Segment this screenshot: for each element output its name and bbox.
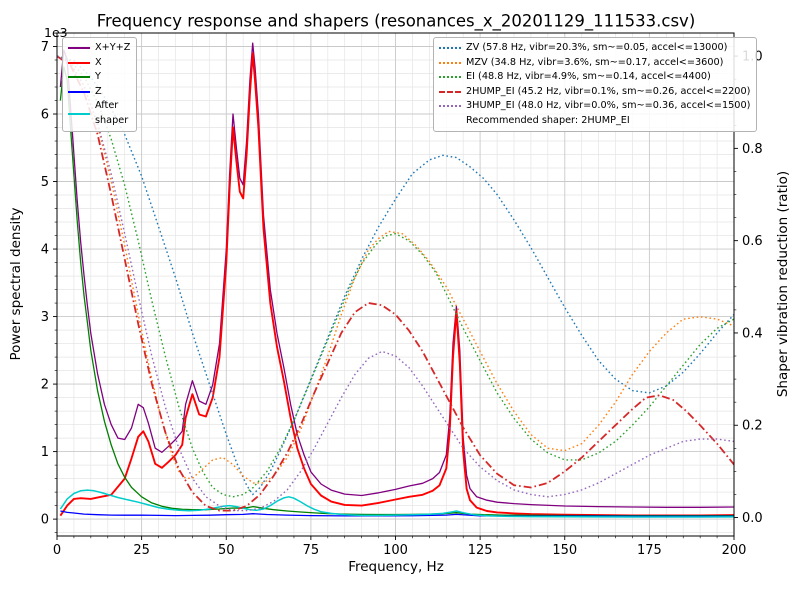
legend-entry-label: X — [95, 56, 102, 68]
minor-ticks — [54, 59, 737, 539]
legend-line-sample — [68, 76, 90, 79]
x-axis-label: Frequency, Hz — [348, 559, 444, 575]
series-zv — [57, 55, 734, 496]
legend-psd: X+Y+Z X Y Z After shaper — [62, 37, 138, 133]
series-group — [57, 42, 734, 518]
legend-line-sample — [68, 61, 90, 64]
series-x — [59, 52, 734, 517]
legend-entry-label: Z — [95, 85, 102, 97]
x-tick-label: 200 — [722, 543, 747, 558]
legend-shapers: ZV (57.8 Hz, vibr=20.3%, sm~=0.05, accel… — [433, 37, 758, 133]
x-tick-label: 0 — [53, 543, 61, 558]
series-y — [59, 66, 734, 517]
y-left-tick-label: 3 — [41, 310, 49, 325]
legend-footer: Recommended shaper: 2HUMP_EI — [439, 114, 750, 129]
legend-footer-label: Recommended shaper: 2HUMP_EI — [466, 114, 630, 126]
legend-line-sample — [439, 105, 461, 108]
series-3hump_ei — [57, 55, 734, 512]
legend-line-sample — [68, 112, 90, 115]
legend-entry-label: EI (48.8 Hz, vibr=4.9%, sm~=0.14, accel<… — [466, 71, 711, 83]
series-mzv — [57, 55, 734, 484]
legend-entry-label: After shaper — [95, 100, 129, 126]
y-axis-offset-text: 1e3 — [44, 25, 68, 40]
legend-entry: Y — [68, 70, 130, 85]
minor-grid — [57, 33, 734, 536]
legend-entry: X+Y+Z — [68, 41, 130, 56]
y-left-tick-label: 5 — [41, 175, 49, 190]
y-left-tick-label: 1 — [41, 445, 49, 460]
major-ticks — [53, 46, 738, 540]
legend-line-sample — [439, 76, 461, 79]
x-tick-label: 50 — [218, 543, 235, 558]
legend-entry: 2HUMP_EI (45.2 Hz, vibr=0.1%, sm~=0.26, … — [439, 85, 750, 100]
x-tick-label: 25 — [133, 543, 150, 558]
y-right-axis-label: Shaper vibration reduction (ratio) — [775, 170, 791, 398]
x-tick-label: 125 — [468, 543, 493, 558]
legend-line-sample — [68, 47, 90, 50]
legend-entry: 3HUMP_EI (48.0 Hz, vibr=0.0%, sm~=0.36, … — [439, 99, 750, 114]
legend-line-sample — [439, 47, 461, 50]
legend-entry: X — [68, 56, 130, 71]
y-right-tick-label: 0.8 — [742, 142, 763, 157]
y-right-tick-label: 0.0 — [742, 511, 763, 526]
legend-entry: MZV (34.8 Hz, vibr=3.6%, sm~=0.17, accel… — [439, 56, 750, 71]
y-right-tick-label: 0.6 — [742, 234, 763, 249]
legend-entry-label: 3HUMP_EI (48.0 Hz, vibr=0.0%, sm~=0.36, … — [466, 100, 751, 112]
legend-line-sample — [68, 90, 90, 93]
legend-entry: EI (48.8 Hz, vibr=4.9%, sm~=0.14, accel<… — [439, 70, 750, 85]
y-left-axis-label: Power spectral density — [8, 207, 24, 361]
legend-entry-label: MZV (34.8 Hz, vibr=3.6%, sm~=0.17, accel… — [466, 56, 724, 68]
y-left-tick-label: 0 — [41, 513, 49, 528]
x-tick-label: 175 — [637, 543, 662, 558]
x-tick-label: 75 — [303, 543, 320, 558]
legend-entry-label: ZV (57.8 Hz, vibr=20.3%, sm~=0.05, accel… — [466, 42, 728, 53]
series-z — [60, 510, 734, 517]
chart-title: Frequency response and shapers (resonanc… — [96, 11, 696, 31]
y-left-tick-label: 4 — [41, 243, 49, 258]
x-tick-label: 150 — [552, 543, 577, 558]
y-left-tick-label: 7 — [41, 40, 49, 55]
legend-entry-label: Y — [95, 71, 101, 83]
y-right-tick-label: 0.4 — [742, 326, 763, 341]
y-left-tick-label: 2 — [41, 378, 49, 393]
legend-entry-label: 2HUMP_EI (45.2 Hz, vibr=0.1%, sm~=0.26, … — [466, 85, 751, 97]
legend-entry-label: X+Y+Z — [95, 42, 131, 53]
series-after-shaper — [59, 489, 734, 518]
x-tick-label: 100 — [383, 543, 408, 558]
legend-entry: Z — [68, 85, 130, 100]
legend-line-sample — [439, 61, 461, 64]
y-left-tick-label: 6 — [41, 108, 49, 123]
series-2hump_ei — [57, 55, 734, 512]
legend-entry: After shaper — [68, 99, 130, 128]
y-right-tick-label: 0.2 — [742, 419, 763, 434]
series-ei — [57, 55, 734, 498]
legend-entry: ZV (57.8 Hz, vibr=20.3%, sm~=0.05, accel… — [439, 41, 750, 56]
major-grid — [57, 33, 734, 536]
legend-line-sample — [439, 90, 461, 93]
